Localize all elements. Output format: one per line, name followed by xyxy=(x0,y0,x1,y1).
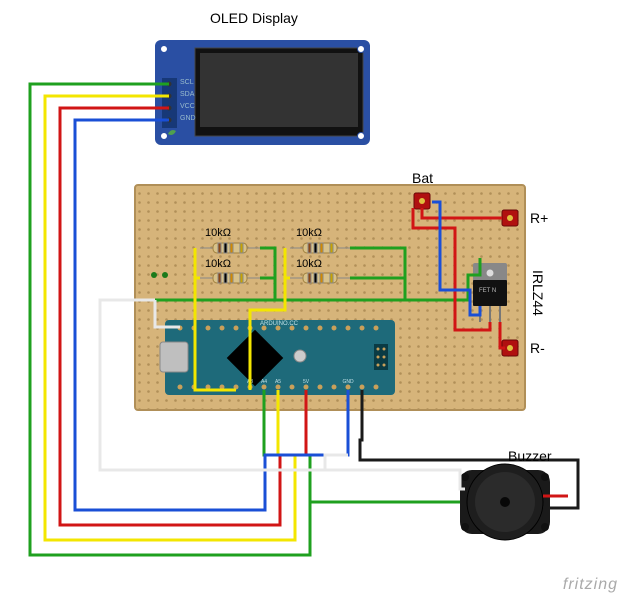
irlz44-label: IRLZ44 xyxy=(530,270,546,316)
oled-pin-3: GND xyxy=(180,115,196,122)
buzzer xyxy=(460,464,568,540)
svg-text:A4: A4 xyxy=(261,379,267,385)
svg-text:ARDUINO.CC: ARDUINO.CC xyxy=(260,321,299,327)
resistor-label-3: 10kΩ xyxy=(296,258,322,270)
resistor-label-1: 10kΩ xyxy=(296,227,322,239)
bat-label: Bat xyxy=(412,170,433,186)
svg-text:FET N: FET N xyxy=(479,288,496,294)
rminus-label: R- xyxy=(530,340,545,356)
svg-text:GND: GND xyxy=(342,379,354,385)
watermark: fritzing xyxy=(563,576,618,594)
resistor-label-2: 10kΩ xyxy=(205,258,231,270)
oled-title: OLED Display xyxy=(210,10,298,26)
resistor-label-0: 10kΩ xyxy=(205,227,231,239)
oled-pin-2: VCC xyxy=(180,103,195,110)
oled-pin-1: SDA xyxy=(180,91,194,98)
buzzer-label: Buzzer xyxy=(508,448,552,464)
svg-text:A5: A5 xyxy=(275,379,281,385)
rplus-label: R+ xyxy=(530,210,548,226)
oled-pin-0: SCL xyxy=(180,79,194,86)
svg-text:5V: 5V xyxy=(303,379,310,385)
